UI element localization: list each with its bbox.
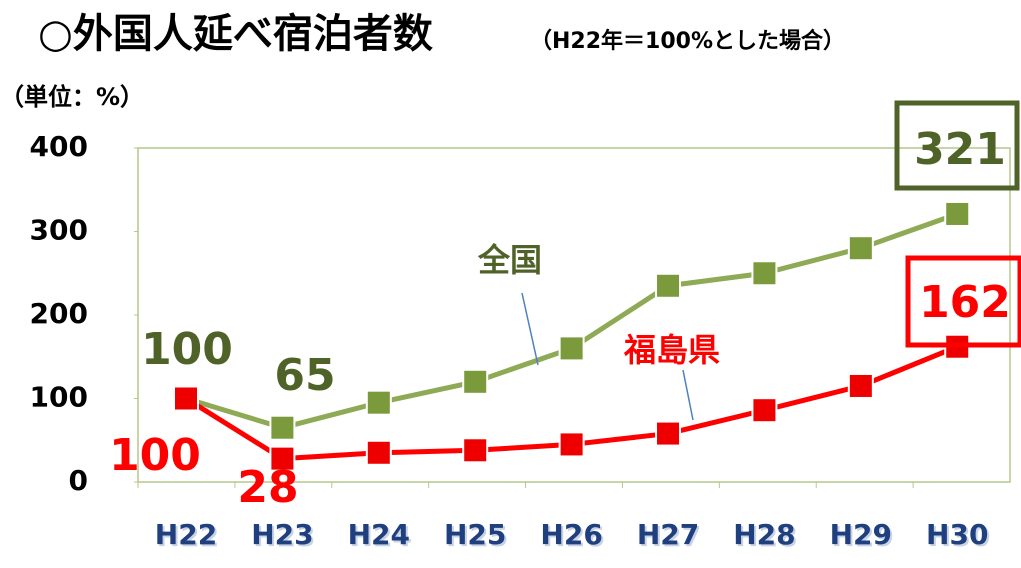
x-tick-label: H24 [348,518,410,551]
y-axis-label: （単位：%） [0,83,144,111]
leader-line [521,292,539,366]
chart-title: ○外国人延べ宿泊者数 [38,11,433,57]
marker [655,420,682,447]
x-tick-label-shadow: H23 [253,520,315,553]
x-tick-label: H25 [444,518,506,551]
x-tick-label-shadow: H28 [735,520,797,553]
x-tick-label: H26 [540,518,602,551]
series-label: 全国 [477,241,542,279]
marker [462,437,489,464]
y-tick-label: 400 [30,130,88,163]
marker [847,372,874,399]
data-label: 321 [914,124,1006,175]
data-label: 100 [141,324,233,375]
marker [751,397,778,424]
marker [365,439,392,466]
leader-line [682,369,694,421]
x-tick-label: H30 [926,518,988,551]
x-tick-label: H23 [251,518,313,551]
marker [944,200,971,227]
y-tick-label: 100 [30,381,88,414]
data-label: 28 [237,462,298,513]
x-tick-label-shadow: H27 [639,520,701,553]
marker [365,389,392,416]
x-tick-label-shadow: H22 [157,520,219,553]
marker [558,431,585,458]
chart-subtitle: （H22年＝100%とした場合） [530,28,845,54]
data-label: 162 [919,277,1011,328]
label-box [905,255,1021,348]
data-label: 100 [109,430,201,481]
y-tick-label: 300 [30,214,88,247]
marker [173,385,199,412]
marker [269,445,296,472]
marker [655,272,682,299]
series-label: 福島県 [623,331,720,369]
marker [847,235,874,262]
y-tick-label: 0 [69,464,88,497]
x-tick-label: H27 [637,518,699,551]
x-tick-label-shadow: H26 [542,520,604,553]
x-tick-label-shadow: H29 [832,520,894,553]
marker [462,368,489,395]
label-box [894,100,1020,191]
x-tick-label-shadow: H24 [350,520,412,553]
marker [269,414,296,441]
data-label: 65 [274,350,335,401]
x-tick-label-shadow: H25 [446,520,508,553]
x-tick-label: H22 [155,518,217,551]
y-tick-label: 200 [30,297,88,330]
marker [558,335,585,362]
marker [751,260,778,287]
x-tick-label: H29 [830,518,892,551]
x-tick-label-shadow: H30 [928,520,990,553]
x-tick-label: H28 [733,518,795,551]
